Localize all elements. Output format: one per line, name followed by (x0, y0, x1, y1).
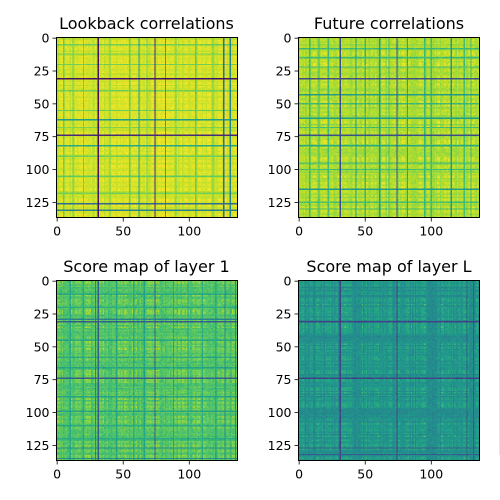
y-tick-label: 25 (276, 307, 292, 322)
panel-title: Score map of layer L (306, 257, 471, 276)
y-tick-label: 0 (284, 274, 292, 289)
heatmap-future-correlations (298, 37, 480, 218)
x-tick-label: 50 (357, 467, 373, 482)
x-tick-label: 100 (177, 224, 201, 239)
panel-title: Lookback correlations (59, 14, 234, 33)
panel-title: Score map of layer 1 (63, 257, 229, 276)
x-tick-label: 0 (295, 467, 303, 482)
axis-ticks: 0 50 100 0 25 50 75 100 125 (26, 274, 202, 482)
y-tick-label: 50 (34, 339, 50, 354)
panel-score-map-layer-l: Score map of layer L 0 50 100 0 25 50 75 100 125 (268, 257, 480, 482)
panel-future-correlations: Future correlations 0 50 100 0 25 50 75 100 125 (268, 14, 480, 239)
x-tick-label: 50 (115, 467, 131, 482)
y-tick-label: 100 (26, 405, 50, 420)
heatmap-cells (298, 37, 480, 218)
x-tick-label: 100 (419, 467, 443, 482)
y-tick-label: 75 (34, 372, 50, 387)
y-tick-label: 25 (276, 64, 292, 79)
axis-ticks: 0 50 100 0 25 50 75 100 125 (268, 31, 444, 239)
axes-frame (56, 280, 238, 461)
y-tick-label: 50 (34, 96, 50, 111)
panel-score-map-layer-1: Score map of layer 1 0 50 100 0 25 50 75 100 125 (26, 257, 238, 482)
y-tick-label: 125 (268, 195, 292, 210)
axis-ticks: 0 50 100 0 25 50 75 100 125 (26, 31, 202, 239)
y-tick-label: 0 (42, 274, 50, 289)
x-tick-label: 50 (115, 224, 131, 239)
panel-title: Future correlations (314, 14, 464, 33)
x-tick-label: 0 (295, 224, 303, 239)
x-tick-label: 50 (357, 224, 373, 239)
y-tick-label: 25 (34, 64, 50, 79)
heatmap-lookback-correlations (56, 37, 238, 218)
heatmap-cells (56, 37, 238, 218)
axes-frame (298, 280, 480, 461)
x-tick-label: 100 (419, 224, 443, 239)
x-tick-label: 0 (53, 467, 61, 482)
y-tick-label: 0 (42, 31, 50, 46)
axes-frame (298, 37, 480, 218)
x-tick-label: 100 (177, 467, 201, 482)
y-tick-label: 25 (34, 307, 50, 322)
y-tick-label: 50 (276, 96, 292, 111)
x-tick-label: 0 (53, 224, 61, 239)
heatmap-score-map-layer-1 (56, 280, 238, 461)
axes-frame (56, 37, 238, 218)
heatmap-score-map-layer-l (298, 280, 480, 461)
y-tick-label: 75 (34, 129, 50, 144)
y-tick-label: 0 (284, 31, 292, 46)
heatmap-cells (56, 280, 238, 461)
panel-lookback-correlations: Lookback correlations 0 50 100 0 25 50 75 100 12… (26, 14, 238, 239)
y-tick-label: 125 (26, 195, 50, 210)
y-tick-label: 125 (26, 438, 50, 453)
y-tick-label: 100 (26, 162, 50, 177)
heatmap-cells (298, 280, 480, 461)
y-tick-label: 50 (276, 339, 292, 354)
y-tick-label: 75 (276, 372, 292, 387)
y-tick-label: 100 (268, 405, 292, 420)
y-tick-label: 100 (268, 162, 292, 177)
y-tick-label: 75 (276, 129, 292, 144)
axis-ticks: 0 50 100 0 25 50 75 100 125 (268, 274, 444, 482)
y-tick-label: 125 (268, 438, 292, 453)
